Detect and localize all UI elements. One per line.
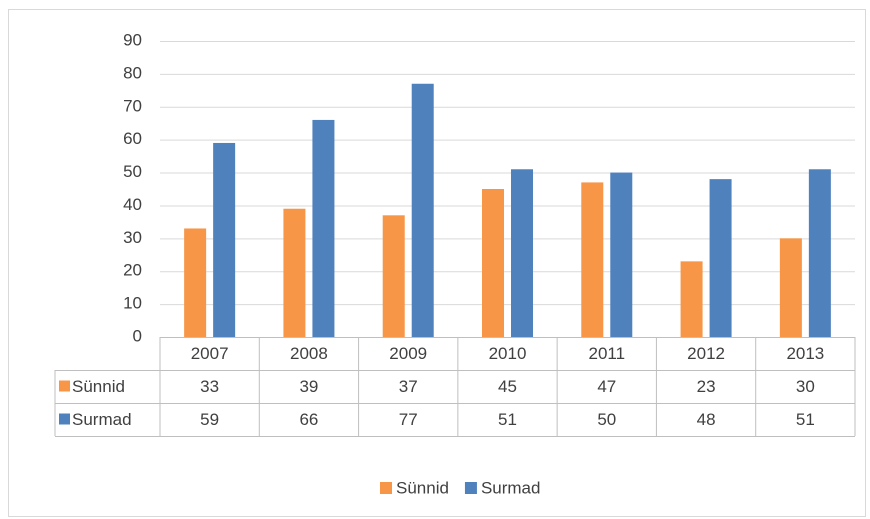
bar	[411, 83, 434, 337]
bar	[213, 142, 236, 337]
table-value: 51	[796, 410, 815, 429]
table-value: 30	[796, 377, 815, 396]
table-value: 77	[399, 410, 418, 429]
table-value: 51	[498, 410, 517, 429]
table-value: 59	[200, 410, 219, 429]
x-tick-label: 2013	[786, 344, 824, 363]
y-tick-label: 10	[123, 294, 142, 313]
bar	[511, 169, 533, 337]
table-value: 48	[697, 410, 716, 429]
table-value: 37	[399, 377, 418, 396]
table-row-label: Surmad	[72, 410, 132, 429]
legend-key	[464, 482, 477, 494]
table-value: 45	[498, 377, 517, 396]
bar	[808, 169, 831, 337]
bar	[184, 228, 207, 337]
table-value: 50	[597, 410, 616, 429]
bar	[779, 238, 802, 337]
y-tick-label: 20	[123, 261, 142, 280]
bar	[382, 215, 405, 337]
y-tick-label: 0	[133, 326, 142, 345]
table-value: 47	[597, 377, 616, 396]
y-tick-label: 30	[123, 228, 142, 247]
table-value: 33	[200, 377, 219, 396]
bar	[709, 179, 732, 337]
x-tick-label: 2010	[489, 344, 527, 363]
y-tick-label: 80	[123, 63, 142, 82]
table-row-label: Sünnid	[72, 377, 125, 396]
legend-label: Surmad	[481, 478, 541, 497]
y-tick-label: 60	[123, 129, 142, 148]
x-tick-label: 2007	[191, 344, 229, 363]
table-value: 23	[697, 377, 716, 396]
y-tick-label: 50	[123, 162, 142, 181]
bar	[312, 119, 335, 337]
x-tick-label: 2012	[687, 344, 725, 363]
legend-label: Sünnid	[396, 478, 449, 497]
x-tick-label: 2008	[290, 344, 328, 363]
y-tick-label: 90	[123, 30, 142, 49]
bar	[680, 261, 703, 337]
table-legend-key	[59, 380, 70, 392]
legend-key	[380, 482, 392, 494]
bar	[283, 208, 306, 337]
x-tick-label: 2011	[589, 344, 626, 363]
bar	[581, 182, 604, 337]
table-value: 39	[299, 377, 318, 396]
x-tick-label: 2009	[389, 344, 427, 363]
bar	[610, 172, 633, 337]
table-legend-key	[59, 413, 70, 425]
table-value: 66	[299, 410, 318, 429]
bar	[482, 189, 504, 337]
y-tick-label: 70	[123, 96, 142, 115]
y-tick-label: 40	[123, 195, 142, 214]
